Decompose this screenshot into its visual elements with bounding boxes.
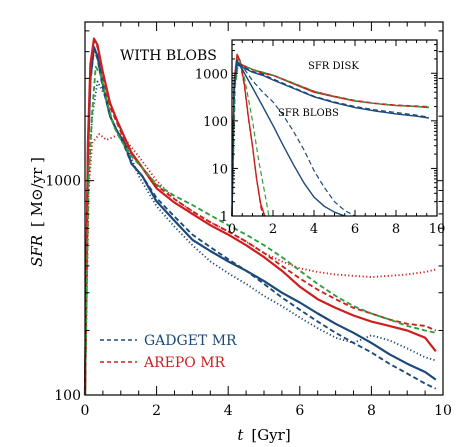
inset-xtick-label: 6 bbox=[351, 222, 359, 237]
inset-xtick-label: 4 bbox=[310, 222, 318, 237]
inset-xtick-label: 8 bbox=[392, 222, 400, 237]
inset-plot: 0 2 4 6 8 10 1 10 100 1000 SFR DISK SFR BLOBS bbox=[195, 39, 446, 237]
main-series-5 bbox=[84, 133, 437, 396]
inset-xtick-label: 2 bbox=[269, 222, 277, 237]
main-series-6 bbox=[84, 65, 436, 396]
main-xtick-label: 0 bbox=[81, 403, 90, 419]
inset-ytick-label: 10 bbox=[211, 162, 228, 177]
main-xtick-label: 4 bbox=[224, 403, 233, 419]
inset-ytick-label: 1 bbox=[220, 210, 228, 225]
inset-xtick-label: 10 bbox=[429, 222, 446, 237]
main-series-2 bbox=[84, 80, 437, 396]
main-xtick-label: 2 bbox=[152, 403, 161, 419]
main-ytick-label: 100 bbox=[54, 388, 81, 404]
x-axis-symbol: t bbox=[237, 426, 244, 444]
main-xtick-label: 6 bbox=[295, 403, 304, 419]
legend-label-1: AREPO MR bbox=[143, 355, 226, 371]
inset-xtick-label: 0 bbox=[228, 222, 236, 237]
main-annotation: WITH BLOBS bbox=[120, 48, 217, 64]
x-axis-unit: [Gyr] bbox=[251, 426, 290, 444]
x-axis-title: t [Gyr] bbox=[237, 426, 290, 444]
main-xtick-label: 8 bbox=[367, 403, 376, 419]
main-ytick-label: 1000 bbox=[45, 174, 81, 190]
inset-annotation-disk: SFR DISK bbox=[308, 61, 359, 72]
main-xtick-label: 10 bbox=[434, 403, 452, 419]
inset-ytick-label: 1000 bbox=[195, 67, 228, 82]
inset-series-3 bbox=[231, 64, 429, 217]
inset-series-8 bbox=[231, 60, 346, 217]
inset-background bbox=[232, 40, 437, 216]
y-axis-unit: [ M⊙/yr ] bbox=[28, 157, 46, 227]
inset-annotation-blobs: SFR BLOBS bbox=[278, 108, 339, 119]
inset-series-7 bbox=[231, 58, 270, 217]
legend: GADGET MR AREPO MR bbox=[100, 333, 237, 371]
inset-series-9 bbox=[231, 59, 356, 217]
main-series-3 bbox=[83, 37, 437, 396]
inset-ytick-label: 100 bbox=[203, 115, 228, 130]
legend-label-0: GADGET MR bbox=[144, 333, 237, 349]
y-axis-title: SFR [ M⊙/yr ] bbox=[28, 157, 46, 267]
y-axis-symbol: SFR bbox=[28, 235, 46, 267]
